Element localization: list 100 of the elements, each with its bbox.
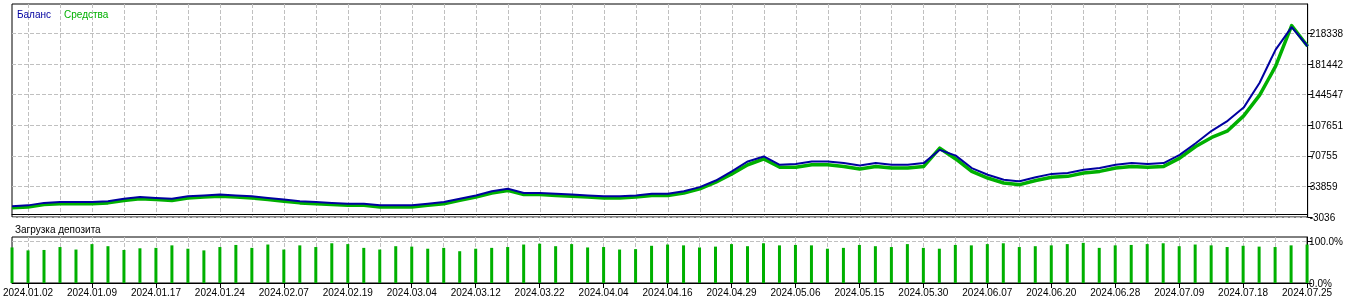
bar [42,249,46,283]
x-tick-label: 2024.07.25 [1282,286,1333,298]
bar [170,245,174,283]
bar [138,248,142,283]
bar [921,247,925,283]
y-tick-label: 144547 [1309,89,1344,101]
bar [1097,247,1101,283]
bar [1289,245,1293,283]
bar [602,247,606,283]
bar [58,247,62,283]
bar [889,247,893,283]
bar [682,245,686,283]
bar [650,245,654,283]
bar [506,247,510,283]
bar [1257,246,1261,283]
bar [841,247,845,283]
bar [378,249,382,283]
bar [538,243,542,283]
text: Баланс [17,8,52,20]
bar [714,246,718,283]
bar [234,244,238,283]
bar [777,245,781,283]
bar [586,247,590,283]
y-tick-label: 70755 [1309,150,1338,162]
x-tick-label: 2024.01.09 [66,286,118,298]
x-tick-label: 2024.03.22 [514,286,566,298]
y-tick-label: 33859 [1309,180,1338,192]
bar [1065,244,1069,283]
bar [218,247,222,283]
x-tick-label: 2024.07.09 [1154,286,1205,298]
x-tick-label: 2024.02.19 [322,286,374,298]
bar [362,247,366,283]
bar [458,251,462,283]
bar [634,249,638,283]
bar [1273,247,1277,283]
x-tick-label: 2024.02.07 [258,286,310,298]
y-tick-label: 100.0% [1309,235,1344,247]
bar [953,244,957,283]
bar [522,244,526,283]
x-tick-label: 2024.04.04 [578,286,630,298]
y-tick-label: 0.0% [1309,277,1332,289]
bar [330,243,334,283]
chart-title: Загрузка депозита [15,223,102,235]
bar [266,244,270,283]
x-tick-label: 2024.06.20 [1026,286,1077,298]
x-tick-label: 2024.07.18 [1218,286,1269,298]
bar [90,244,94,283]
bar [554,246,558,283]
x-tick-label: 2024.05.30 [898,286,949,298]
bar [937,248,941,283]
bar [1225,247,1229,283]
x-tick-label: 2024.01.17 [130,286,182,298]
bar [873,246,877,283]
bar [442,247,446,283]
bar [202,250,206,283]
bar [905,244,909,283]
bar [1033,246,1037,283]
bar [490,247,494,283]
text: Средства [64,8,109,20]
bar [394,246,398,283]
bar [698,247,702,283]
y-tick-label: 181442 [1309,58,1344,70]
x-tick-label: 2024.04.29 [706,286,757,298]
bar [1161,243,1165,283]
bar [1305,244,1309,283]
bar [1081,242,1085,283]
bar [570,244,574,283]
bar [314,247,318,283]
bar [122,249,126,283]
bar [74,249,78,283]
bar [26,250,30,283]
bar [1113,245,1117,283]
x-tick-label: 2024.01.02 [2,286,54,298]
x-tick-label: 2024.06.28 [1090,286,1141,298]
x-tick-label: 2024.05.06 [770,286,821,298]
x-tick-label: 2024.01.24 [194,286,246,298]
bar [426,248,430,283]
bar [154,247,158,283]
bar [1241,245,1245,283]
x-tick-label: 2024.03.12 [450,286,502,298]
bar [298,245,302,283]
bar [730,244,733,283]
y-tick-label: 107651 [1309,119,1344,131]
x-tick-label: 2024.04.16 [642,286,693,298]
bar [825,248,829,283]
bar [793,244,797,283]
bar [282,249,286,283]
x-tick-label: 2024.06.07 [962,286,1013,298]
bar [1017,247,1021,283]
bar [761,243,765,283]
bar [618,249,622,283]
bar [1129,244,1133,283]
bar [1193,244,1197,283]
bar [969,245,973,283]
bar [1049,245,1053,283]
bar [186,248,190,283]
x-tick-label: 2024.05.15 [834,286,885,298]
bar [745,246,749,283]
bar [809,245,813,283]
bar [106,246,110,283]
